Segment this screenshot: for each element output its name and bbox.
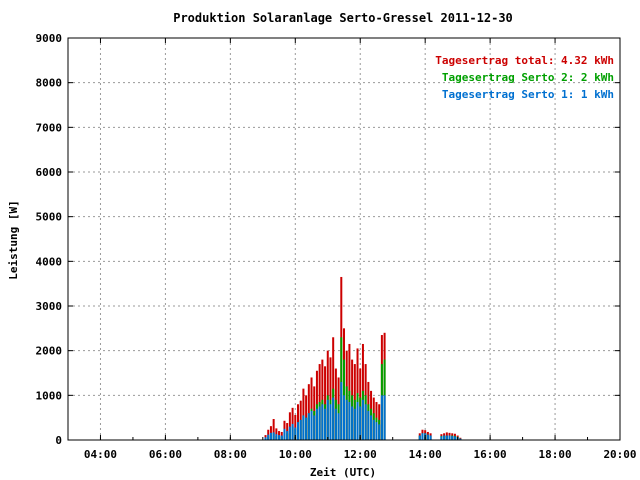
bars-group <box>264 276 462 440</box>
bar-serto1 <box>380 395 383 440</box>
x-tick-label: 16:00 <box>474 448 507 461</box>
bar-serto1 <box>383 395 386 440</box>
bar-serto1 <box>334 408 337 440</box>
bar-serto1 <box>440 436 443 440</box>
bar-serto1 <box>280 435 283 440</box>
y-tick-label: 8000 <box>36 77 63 90</box>
bar-serto1 <box>307 413 310 440</box>
x-axis-ticks: 04:00 06:00 08:00 10:00 12:00 14:00 16:00 18:00… <box>67 38 637 461</box>
bar-serto1 <box>451 435 454 440</box>
bar-total <box>302 388 305 440</box>
x-tick-label: 10:00 <box>279 448 312 461</box>
plot-border <box>67 37 621 441</box>
bar-serto1 <box>367 410 370 440</box>
bar-serto1 <box>418 435 421 440</box>
x-tick-label: 06:00 <box>149 448 182 461</box>
bar-serto1 <box>267 434 270 440</box>
legend: Tagesertrag total: 4.32 kWh Tagesertrag Se… <box>435 54 614 101</box>
legend-value: 2 kWh <box>581 71 614 84</box>
bar-serto1 <box>378 424 381 440</box>
bar-total <box>288 412 291 440</box>
bar-serto1 <box>294 427 297 440</box>
bar-serto1 <box>302 415 305 440</box>
y-tick-label: 3000 <box>36 300 63 313</box>
x-axis-label: Zeit (UTC) <box>310 466 376 479</box>
bar-serto1 <box>313 415 316 440</box>
bar-serto1 <box>445 435 448 440</box>
y-tick-label: 2000 <box>36 345 63 358</box>
bar-serto1 <box>421 433 424 440</box>
bar-serto1 <box>359 406 362 440</box>
legend-label: Tagesertrag Serto 2: <box>442 71 574 84</box>
legend-label: Tagesertrag Serto 1: <box>442 88 574 101</box>
bar-serto1 <box>459 438 462 440</box>
bar-serto1 <box>361 399 364 440</box>
x-tick-label: 20:00 <box>603 448 636 461</box>
bar-serto1 <box>443 435 446 440</box>
bar-serto1 <box>426 434 429 440</box>
bar-serto1 <box>372 419 375 440</box>
bar-serto1 <box>345 399 348 440</box>
x-tick-label: 12:00 <box>344 448 377 461</box>
bar-serto1 <box>275 434 278 440</box>
y-axis-ticks: 0 1000 2000 3000 4000 5000 6000 7000 8000 9000 <box>36 32 620 447</box>
bar-serto1 <box>356 402 359 440</box>
bar-serto1 <box>315 408 318 440</box>
y-tick-label: 5000 <box>36 211 63 224</box>
y-tick-label: 4000 <box>36 255 63 268</box>
y-tick-label: 7000 <box>36 121 63 134</box>
bar-serto1 <box>278 435 281 440</box>
y-tick-label: 0 <box>55 434 62 447</box>
bar-serto1 <box>353 408 356 440</box>
bar-serto1 <box>321 404 324 440</box>
bar-serto1 <box>283 428 286 440</box>
bar-serto1 <box>310 410 313 440</box>
x-tick-label: 14:00 <box>409 448 442 461</box>
bar-serto1 <box>264 437 267 440</box>
bar-serto1 <box>343 395 345 440</box>
chart-title: Produktion Solaranlage Serto-Gressel 201… <box>173 11 513 25</box>
bar-total <box>307 384 310 440</box>
y-tick-label: 6000 <box>36 166 63 179</box>
bar-serto1 <box>299 419 302 440</box>
bar-serto1 <box>272 432 275 440</box>
bar-serto1 <box>305 417 308 440</box>
bar-serto1 <box>326 399 329 440</box>
bar-total <box>272 419 275 440</box>
bar-serto1 <box>453 436 456 440</box>
bar-serto1 <box>448 435 451 440</box>
bar-total <box>326 350 329 440</box>
bar-total <box>324 366 327 440</box>
bar-serto1 <box>291 423 294 440</box>
bar-serto1 <box>375 422 378 440</box>
bar-total <box>291 407 294 440</box>
x-tick-label: 04:00 <box>84 448 117 461</box>
bar-serto1 <box>340 381 343 440</box>
bar-serto1 <box>429 435 432 440</box>
bar-serto1 <box>337 413 340 440</box>
legend-value: 4.32 kWh <box>561 54 614 67</box>
bar-serto1 <box>364 404 367 440</box>
x-tick-label: 08:00 <box>214 448 247 461</box>
bar-total <box>329 357 332 440</box>
bar-serto1 <box>348 402 351 440</box>
y-tick-label: 9000 <box>36 32 63 45</box>
bar-serto1 <box>370 415 373 440</box>
x-tick-label: 18:00 <box>538 448 571 461</box>
bar-serto1 <box>269 432 272 440</box>
bar-serto1 <box>351 406 354 440</box>
bar-serto1 <box>286 431 289 440</box>
bar-serto1 <box>324 408 327 440</box>
bar-serto1 <box>318 406 321 440</box>
legend-label: Tagesertrag total: <box>435 54 554 67</box>
bar-serto1 <box>297 422 299 440</box>
legend-value: 1 kWh <box>581 88 614 101</box>
bar-serto1 <box>332 397 335 440</box>
y-axis-label: Leistung [W] <box>7 200 20 279</box>
plot-frame <box>67 37 621 441</box>
y-tick-label: 1000 <box>36 389 63 402</box>
bar-serto1 <box>329 404 332 440</box>
bar-serto1 <box>288 426 291 440</box>
